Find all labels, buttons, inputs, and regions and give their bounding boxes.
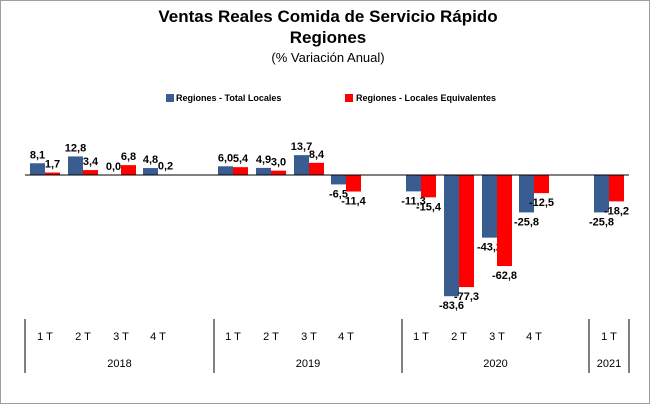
- x-tick-label-1: 2 T: [75, 331, 91, 343]
- chart-title: Ventas Reales Comida de Servicio Rápido: [158, 7, 497, 26]
- bar-equivalentes-11: [534, 175, 549, 193]
- data-label-total-0: 8,1: [30, 149, 45, 161]
- x-tick-label-10: 3 T: [489, 331, 505, 343]
- bar-total-4: [218, 166, 233, 175]
- legend-label-total: Regiones - Total Locales: [176, 93, 281, 103]
- legend-label-equivalentes: Regiones - Locales Equivalentes: [356, 93, 496, 103]
- bar-equivalentes-2: [121, 165, 136, 175]
- legend: Regiones - Total Locales Regiones - Loca…: [166, 93, 496, 103]
- bar-total-1: [68, 156, 83, 175]
- data-label-total-3: 4,8: [143, 154, 158, 166]
- chart-unit-label: (% Variación Anual): [271, 50, 384, 65]
- year-label-2020: 2020: [483, 358, 507, 370]
- chart-subtitle: Regiones: [290, 28, 367, 47]
- data-label-equivalentes-3: 0,2: [158, 161, 173, 173]
- data-label-equivalentes-1: 3,4: [83, 156, 99, 168]
- x-tick-label-7: 4 T: [338, 331, 354, 343]
- bar-equivalentes-5: [271, 171, 286, 175]
- data-label-equivalentes-5: 3,0: [271, 157, 286, 169]
- x-tick-label-6: 3 T: [301, 331, 317, 343]
- data-label-total-1: 12,8: [65, 142, 86, 154]
- bar-equivalentes-9: [459, 175, 474, 287]
- year-label-2018: 2018: [107, 358, 131, 370]
- bar-equivalentes-12: [609, 175, 624, 201]
- bar-total-5: [256, 168, 271, 175]
- data-label-total-11: -25,8: [514, 216, 539, 228]
- data-label-equivalentes-2: 6,8: [121, 151, 136, 163]
- data-label-total-4: 6,0: [218, 152, 233, 164]
- bar-equivalentes-1: [83, 170, 98, 175]
- bar-total-3: [143, 168, 158, 175]
- legend-swatch-equivalentes: [345, 94, 353, 102]
- bar-total-7: [331, 175, 346, 184]
- data-label-equivalentes-4: 5,4: [233, 153, 249, 165]
- x-tick-label-4: 1 T: [225, 331, 241, 343]
- x-tick-label-3: 4 T: [150, 331, 166, 343]
- x-tick-label-12: 1 T: [601, 331, 617, 343]
- bar-equivalentes-10: [497, 175, 512, 266]
- data-label-equivalentes-8: -15,4: [416, 201, 442, 213]
- bar-equivalentes-4: [233, 167, 248, 175]
- data-label-equivalentes-9: -77,3: [454, 291, 479, 303]
- bar-total-6: [294, 155, 309, 175]
- bar-equivalentes-6: [309, 163, 324, 175]
- bar-total-9: [444, 175, 459, 296]
- data-label-equivalentes-7: -11,4: [341, 196, 366, 208]
- year-label-2021: 2021: [597, 358, 621, 370]
- data-label-total-2: 0,0: [106, 161, 121, 173]
- data-label-total-12: -25,8: [589, 216, 614, 228]
- bar-total-10: [482, 175, 497, 238]
- data-label-equivalentes-6: 8,4: [309, 149, 325, 161]
- x-tick-label-11: 4 T: [526, 331, 542, 343]
- x-tick-label-9: 2 T: [451, 331, 467, 343]
- legend-swatch-total: [166, 94, 174, 102]
- bar-total-0: [30, 163, 45, 175]
- year-label-2019: 2019: [296, 358, 320, 370]
- x-tick-label-2: 3 T: [113, 331, 129, 343]
- data-label-total-5: 4,9: [256, 154, 271, 166]
- bar-equivalentes-8: [421, 175, 436, 197]
- x-tick-label-5: 2 T: [263, 331, 279, 343]
- x-tick-label-0: 1 T: [37, 331, 53, 343]
- bar-equivalentes-7: [346, 175, 361, 192]
- data-label-equivalentes-0: 1,7: [45, 159, 60, 171]
- bar-total-8: [406, 175, 421, 191]
- data-label-equivalentes-10: -62,8: [492, 270, 517, 282]
- data-label-equivalentes-12: -18,2: [604, 205, 629, 217]
- data-label-equivalentes-11: -12,5: [529, 197, 554, 209]
- x-tick-label-8: 1 T: [413, 331, 429, 343]
